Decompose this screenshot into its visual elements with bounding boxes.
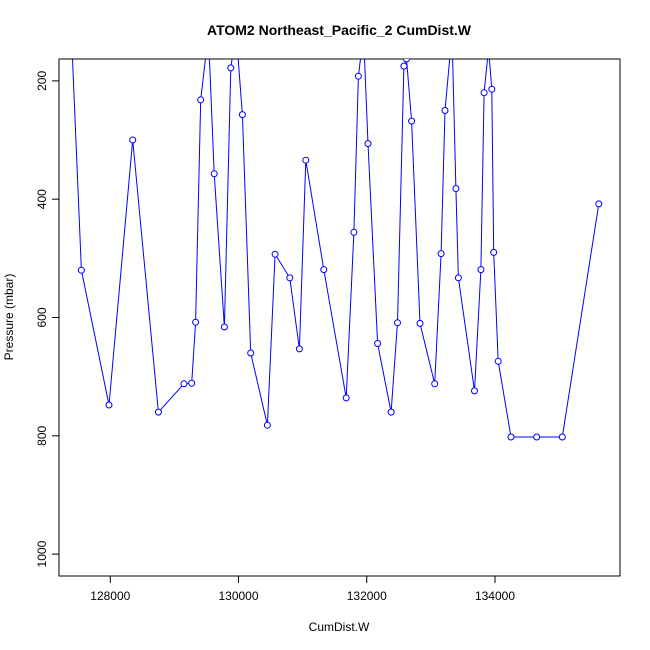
y-tick-label: 400 (35, 189, 49, 209)
data-point (210, 170, 218, 178)
plot-frame (58, 58, 621, 577)
data-point (105, 401, 113, 409)
data-point (387, 408, 395, 416)
data-point (416, 319, 424, 327)
data-point (452, 185, 460, 192)
data-point (486, 45, 492, 51)
data-point (238, 111, 246, 119)
y-tick-label: 600 (35, 307, 49, 327)
data-point (595, 200, 603, 208)
data-point (271, 250, 279, 258)
data-point (400, 62, 408, 70)
data-point (364, 140, 372, 148)
data-point (302, 156, 310, 164)
x-axis: 128000 130000 132000 134000 (90, 575, 515, 603)
data-point (374, 340, 382, 347)
data-point (471, 387, 478, 395)
y-axis-label: Pressure (mbar) (2, 274, 16, 361)
x-axis-label: CumDist.W (309, 620, 370, 634)
data-point (129, 136, 137, 144)
data-point (192, 318, 200, 326)
data-point (197, 96, 205, 104)
x-tick-label: 130000 (218, 589, 258, 603)
data-point (77, 266, 85, 274)
data-point (220, 323, 228, 331)
data-point (350, 228, 358, 236)
series-line (71, 59, 600, 438)
data-point (188, 379, 196, 387)
data-point (295, 345, 303, 353)
chart-title: ATOM2 Northeast_Pacific_2 CumDist.W (207, 22, 472, 38)
x-tick-label: 128000 (90, 589, 130, 603)
data-point (477, 266, 485, 274)
data-point (480, 89, 488, 97)
x-tick-label: 134000 (475, 589, 515, 603)
data-point (354, 72, 362, 80)
y-tick-label: 200 (35, 71, 49, 91)
x-tick-label: 132000 (347, 589, 387, 603)
data-point (320, 266, 328, 274)
data-point (437, 250, 445, 258)
data-point (494, 357, 502, 365)
data-point (263, 421, 271, 429)
data-point (227, 64, 235, 72)
data-point (286, 274, 294, 282)
data-point (69, 39, 75, 45)
data-point (558, 433, 566, 441)
data-point (490, 248, 498, 256)
data-point (394, 319, 401, 327)
data-point (431, 380, 439, 388)
y-axis: 200 400 600 800 1000 (35, 71, 60, 567)
y-tick-label: 1000 (35, 540, 49, 567)
data-point (441, 107, 449, 114)
data-point (154, 408, 162, 416)
data-point (507, 433, 515, 441)
data-point (403, 59, 410, 63)
data-point (454, 274, 462, 282)
series-group (69, 39, 603, 441)
data-point (342, 394, 350, 402)
data-point (488, 85, 496, 93)
y-tick-label: 800 (35, 425, 49, 445)
data-point (247, 349, 255, 357)
data-point (408, 117, 416, 125)
data-point (533, 433, 541, 441)
data-point (180, 380, 188, 388)
